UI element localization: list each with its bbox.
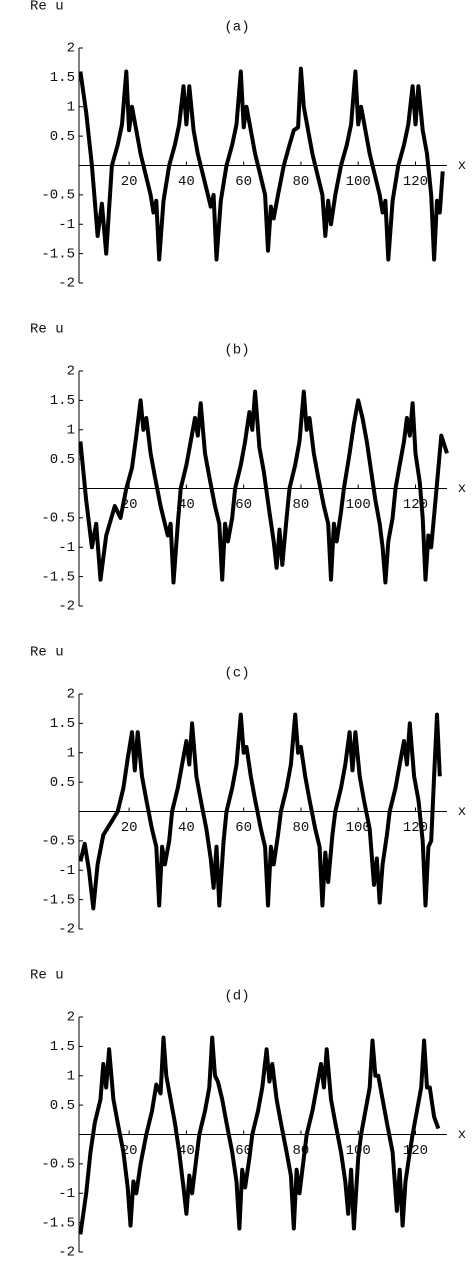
x-tick-label: 120 bbox=[403, 497, 428, 513]
x-tick-label: 40 bbox=[178, 497, 195, 513]
x-tick-label: 20 bbox=[121, 174, 138, 190]
data-line bbox=[78, 712, 442, 911]
x-axis-label: x bbox=[458, 804, 466, 820]
y-tick-label: 1.5 bbox=[50, 70, 75, 86]
y-tick-label: -0.5 bbox=[41, 188, 75, 204]
y-tick-label: 0.5 bbox=[50, 452, 75, 468]
x-tick-label: 40 bbox=[178, 174, 195, 190]
data-line bbox=[78, 66, 445, 262]
chart-title: (c) bbox=[224, 666, 249, 682]
y-tick-label: -1.5 bbox=[41, 569, 75, 585]
y-tick-label: -2 bbox=[58, 1245, 75, 1261]
y-tick-label: 1 bbox=[67, 745, 75, 761]
x-axis-label: x bbox=[458, 1127, 466, 1143]
x-tick-label: 120 bbox=[403, 174, 428, 190]
y-tick-label: 0.5 bbox=[50, 129, 75, 145]
x-tick-label: 60 bbox=[235, 497, 252, 513]
y-tick-label: -1.5 bbox=[41, 1215, 75, 1231]
data-line bbox=[78, 389, 449, 585]
y-tick-label: 1.5 bbox=[50, 393, 75, 409]
y-axis-label: Re u bbox=[30, 968, 64, 984]
y-tick-label: 0.5 bbox=[50, 1098, 75, 1114]
y-tick-label: 1.5 bbox=[50, 716, 75, 732]
x-tick-label: 100 bbox=[346, 497, 371, 513]
x-tick-label: 80 bbox=[293, 497, 310, 513]
y-tick-label: 1.5 bbox=[50, 1039, 75, 1055]
x-tick-label: 20 bbox=[121, 820, 138, 836]
panel: Re u (c) x -2 -1.5 -1 -0.5 0.5 1 1.5 2 20 40 60 80 100 1… bbox=[30, 645, 466, 938]
y-tick-label: 2 bbox=[67, 364, 75, 380]
y-tick-label: -1 bbox=[58, 217, 75, 233]
x-tick-label: 120 bbox=[403, 820, 428, 836]
panel: Re u (a) x -2 -1.5 -1 -0.5 0.5 1 1.5 2 20 40 60 80 100 1… bbox=[30, 0, 466, 292]
x-axis-label: x bbox=[458, 481, 466, 497]
chart-title: (b) bbox=[224, 343, 249, 359]
y-tick-label: 2 bbox=[67, 687, 75, 703]
x-axis-label: x bbox=[458, 158, 466, 174]
y-tick-label: -1.5 bbox=[41, 892, 75, 908]
chart-title: (d) bbox=[224, 989, 249, 1005]
x-tick-label: 60 bbox=[235, 820, 252, 836]
y-tick-label: -1 bbox=[58, 540, 75, 556]
y-tick-label: -2 bbox=[58, 599, 75, 615]
y-tick-label: 1 bbox=[67, 1068, 75, 1084]
y-tick-label: -1.5 bbox=[41, 246, 75, 262]
x-tick-label: 40 bbox=[178, 820, 195, 836]
y-axis-label: Re u bbox=[30, 322, 64, 338]
y-tick-label: -1 bbox=[58, 863, 75, 879]
x-tick-label: 100 bbox=[346, 820, 371, 836]
y-tick-label: 0.5 bbox=[50, 775, 75, 791]
y-tick-label: -0.5 bbox=[41, 511, 75, 527]
y-tick-label: -0.5 bbox=[41, 1157, 75, 1173]
x-tick-label: 120 bbox=[403, 1143, 428, 1159]
x-tick-label: 40 bbox=[178, 1143, 195, 1159]
y-axis-label: Re u bbox=[30, 645, 64, 661]
y-tick-label: -2 bbox=[58, 922, 75, 938]
chart-title: (a) bbox=[224, 20, 249, 36]
data-line bbox=[78, 1035, 441, 1235]
y-tick-label: 2 bbox=[67, 1010, 75, 1026]
y-tick-label: -2 bbox=[58, 276, 75, 292]
x-tick-label: 100 bbox=[346, 174, 371, 190]
y-axis-label: Re u bbox=[30, 0, 64, 15]
y-tick-label: 1 bbox=[67, 422, 75, 438]
x-tick-label: 80 bbox=[293, 820, 310, 836]
y-tick-label: 2 bbox=[67, 41, 75, 57]
x-tick-label: 60 bbox=[235, 174, 252, 190]
x-tick-label: 80 bbox=[293, 174, 310, 190]
y-tick-label: -0.5 bbox=[41, 834, 75, 850]
y-tick-label: 1 bbox=[67, 99, 75, 115]
y-tick-label: -1 bbox=[58, 1186, 75, 1202]
